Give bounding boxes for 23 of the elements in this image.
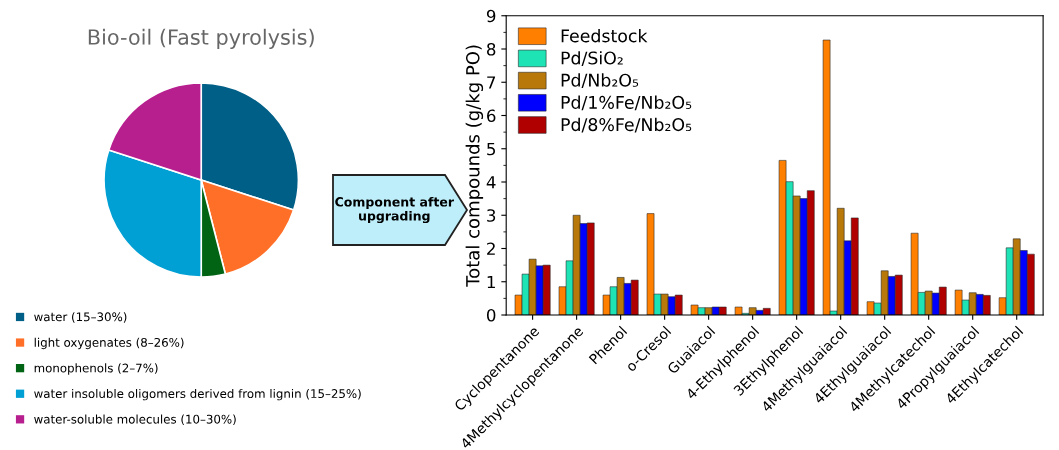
y-tick-label: 4 <box>486 176 496 189</box>
y-tick-label: 0 <box>486 308 496 322</box>
y-tick-label: 9 <box>486 9 496 23</box>
text: Component after upgrading <box>335 196 454 224</box>
legend-label: Pd/SiO₂ <box>561 51 623 66</box>
legend-label: Pd/8%Fe/Nb₂O₅ <box>561 117 692 133</box>
y-tick-label: 5 <box>487 142 496 156</box>
legend-label: water (15–30%) <box>34 312 127 323</box>
y-tick-label: 1 <box>487 275 495 289</box>
y-tick-label: 6 <box>487 109 496 123</box>
legend-label: Pd/Nb₂O₅ <box>561 73 639 89</box>
y-tick-label: 3 <box>487 209 496 222</box>
y-tick-label: 2 <box>487 242 495 255</box>
legend-label: monophenols (2–7%) <box>34 363 158 375</box>
legend-label: water insoluble oligomers derived from lignin (15–25%) <box>34 388 361 401</box>
chart-title: Bio-oil (Fast pyrolysis) <box>88 28 314 49</box>
y-tick-label: 7 <box>487 76 496 89</box>
legend-label: Pd/1%Fe/Nb₂O₅ <box>561 95 692 111</box>
legend-label: Feedstock <box>561 28 648 43</box>
legend-label: light oxygenates (8–26%) <box>34 337 184 350</box>
y-tick-label: 8 <box>487 42 496 56</box>
y-axis-title: Total compounds (g/kg PO) <box>465 45 484 287</box>
legend-label: water-soluble molecules (10–30%) <box>34 414 236 426</box>
